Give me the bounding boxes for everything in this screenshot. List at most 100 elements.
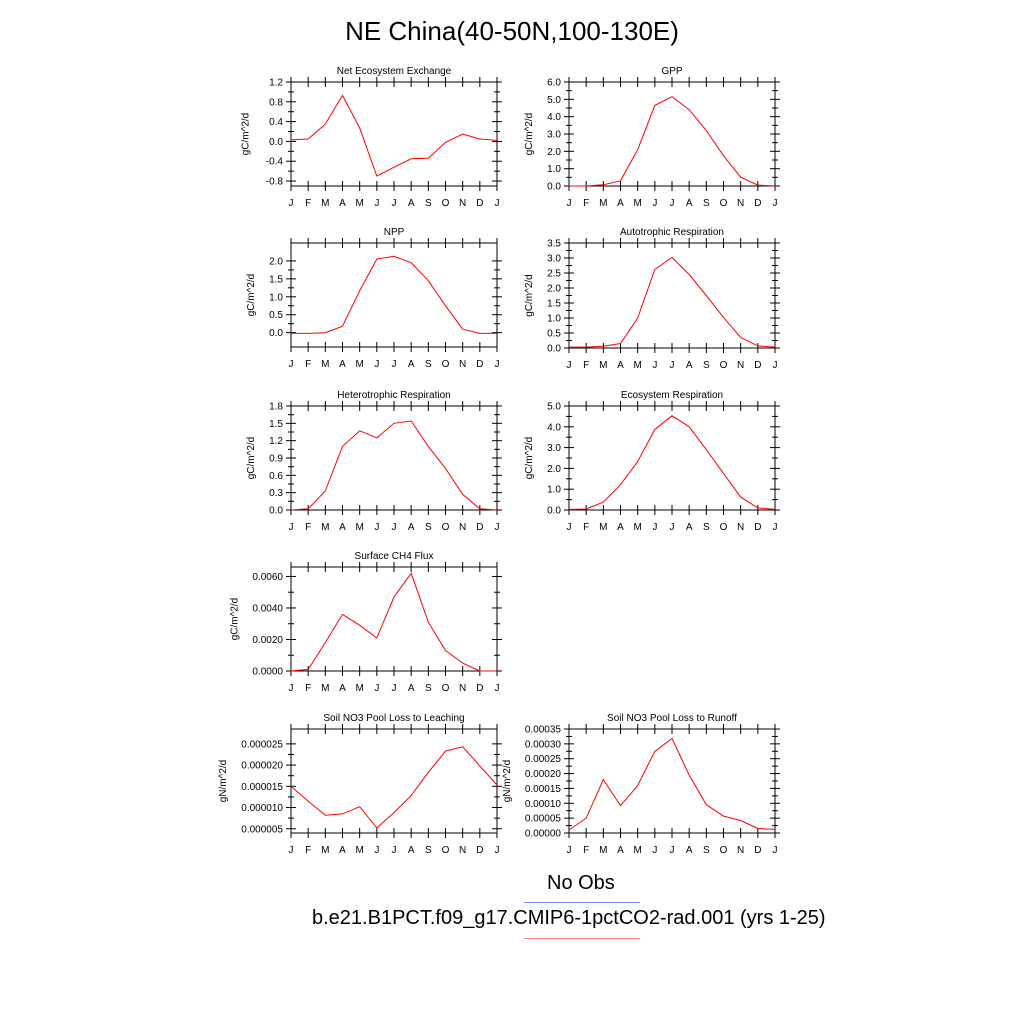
y-tick-label: -0.8 — [266, 177, 284, 188]
chart-panel-6: J F M A M J J A S O N D J0.00000.00200.00400.0060Sur… — [229, 551, 502, 694]
x-tick-label: J — [374, 845, 379, 856]
x-tick-label: O — [442, 845, 450, 856]
panel-title: GPP — [661, 66, 682, 77]
y-tick-label: 5.0 — [547, 95, 561, 106]
x-tick-label: N — [737, 198, 744, 209]
x-tick-label: O — [720, 360, 728, 371]
y-tick-label: 0.5 — [269, 310, 283, 321]
plot-frame — [290, 242, 498, 348]
y-tick-label: 0.0 — [269, 328, 283, 339]
x-tick-label: J — [289, 845, 294, 856]
x-tick-label: J — [289, 522, 294, 533]
x-tick-label: M — [355, 359, 363, 370]
x-tick-label: S — [425, 683, 432, 694]
y-tick-label: 3.0 — [547, 130, 561, 141]
panel-title: Soil NO3 Pool Loss to Runoff — [607, 713, 737, 724]
y-axis-label: gC/m^2/d — [524, 113, 535, 156]
y-tick-label: 1.0 — [547, 314, 561, 325]
x-tick-label: J — [374, 683, 379, 694]
x-tick-label: M — [321, 522, 329, 533]
x-tick-label: J — [773, 845, 778, 856]
y-tick-label: 2.0 — [547, 284, 561, 295]
x-tick-label: M — [633, 522, 641, 533]
y-tick-label: 0.000020 — [241, 761, 283, 772]
x-tick-label: J — [289, 198, 294, 209]
y-tick-label: 0.00000 — [525, 829, 562, 840]
x-tick-label: M — [321, 845, 329, 856]
y-tick-label: 0.00005 — [525, 814, 562, 825]
y-tick-label: 0.6 — [269, 471, 283, 482]
x-tick-label: A — [686, 360, 693, 371]
x-tick-label: S — [703, 360, 710, 371]
x-tick-label: D — [476, 845, 483, 856]
x-tick-label: M — [599, 522, 607, 533]
y-tick-label: 0.00015 — [525, 784, 562, 795]
y-axis-label: gN/m^2/d — [218, 760, 229, 803]
x-tick-label: N — [459, 683, 466, 694]
plot-frame — [290, 81, 498, 187]
y-tick-label: 0.00010 — [525, 799, 562, 810]
x-tick-label: J — [495, 522, 500, 533]
y-tick-label: 0.4 — [269, 117, 283, 128]
x-tick-label: J — [773, 360, 778, 371]
x-tick-label: S — [425, 522, 432, 533]
x-tick-label: D — [476, 359, 483, 370]
x-tick-label: J — [392, 522, 397, 533]
series-line — [290, 420, 498, 511]
x-tick-label: F — [583, 198, 589, 209]
series-line — [569, 256, 776, 348]
x-tick-label: O — [720, 198, 728, 209]
x-tick-label: S — [703, 522, 710, 533]
x-tick-label: F — [583, 522, 589, 533]
y-tick-label: 1.2 — [269, 436, 283, 447]
x-tick-label: M — [355, 522, 363, 533]
x-tick-label: N — [459, 522, 466, 533]
y-tick-label: 1.5 — [269, 419, 283, 430]
x-tick-label: O — [442, 198, 450, 209]
legend-model-label: b.e21.B1PCT.f09_g17.CMIP6-1pctCO2-rad.00… — [312, 907, 826, 929]
x-tick-label: J — [392, 683, 397, 694]
y-tick-label: 0.0 — [547, 506, 561, 517]
x-tick-label: A — [408, 522, 415, 533]
y-tick-label: 0.3 — [269, 488, 283, 499]
x-tick-label: O — [720, 522, 728, 533]
x-tick-label: J — [670, 522, 675, 533]
series-line — [290, 94, 498, 177]
x-tick-label: D — [476, 198, 483, 209]
y-tick-label: 0.00035 — [525, 725, 562, 736]
x-tick-label: N — [459, 845, 466, 856]
x-tick-label: A — [408, 198, 415, 209]
y-tick-label: 3.0 — [547, 443, 561, 454]
y-tick-label: 2.0 — [269, 256, 283, 267]
y-tick-label: 1.8 — [269, 402, 283, 413]
x-tick-label: F — [305, 359, 311, 370]
series-line — [568, 737, 776, 831]
x-tick-label: N — [737, 360, 744, 371]
x-tick-label: A — [339, 198, 346, 209]
x-tick-label: O — [720, 845, 728, 856]
x-tick-label: J — [374, 198, 379, 209]
x-tick-label: A — [686, 198, 693, 209]
y-tick-label: 2.0 — [547, 147, 561, 158]
x-tick-label: F — [305, 683, 311, 694]
panel-title: Autotrophic Respiration — [620, 227, 724, 238]
x-tick-label: M — [599, 198, 607, 209]
y-tick-label: 3.5 — [547, 239, 561, 250]
x-tick-label: M — [599, 360, 607, 371]
x-tick-label: M — [633, 845, 641, 856]
y-tick-label: 0.0040 — [252, 603, 283, 614]
y-tick-label: 1.2 — [269, 78, 283, 89]
x-tick-label: A — [617, 360, 624, 371]
x-tick-label: A — [339, 359, 346, 370]
y-tick-label: 0.0 — [269, 506, 283, 517]
x-tick-label: J — [670, 360, 675, 371]
legend-model-line — [524, 938, 640, 939]
x-tick-label: A — [617, 522, 624, 533]
plot-frame — [290, 728, 498, 834]
x-tick-label: D — [754, 360, 761, 371]
x-tick-label: J — [289, 683, 294, 694]
y-tick-label: 0.00020 — [525, 769, 562, 780]
y-tick-label: 1.0 — [547, 164, 561, 175]
